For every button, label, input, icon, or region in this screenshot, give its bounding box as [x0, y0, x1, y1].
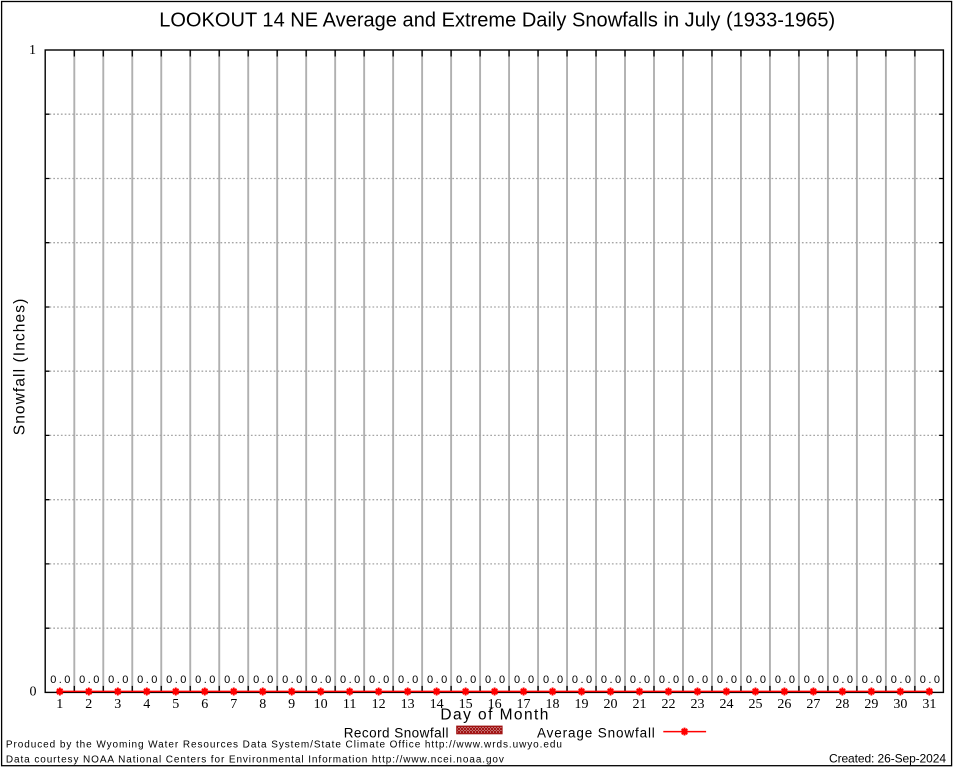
svg-text:8: 8: [259, 697, 266, 712]
svg-text:31: 31: [922, 697, 936, 712]
svg-text:0.0: 0.0: [79, 674, 99, 686]
svg-text:0.0: 0.0: [485, 674, 505, 686]
svg-text:0.0: 0.0: [659, 674, 679, 686]
svg-text:0: 0: [30, 684, 37, 699]
svg-text:0.0: 0.0: [630, 674, 650, 686]
svg-text:25: 25: [748, 697, 762, 712]
svg-text:Record Snowfall: Record Snowfall: [344, 725, 449, 740]
svg-text:0.0: 0.0: [688, 674, 708, 686]
svg-text:0.0: 0.0: [514, 674, 534, 686]
svg-text:3: 3: [114, 697, 121, 712]
svg-text:17: 17: [517, 697, 531, 712]
svg-text:Snowfall (Inches): Snowfall (Inches): [12, 299, 29, 436]
svg-text:0.0: 0.0: [862, 674, 882, 686]
svg-text:Created: 26-Sep-2024: Created: 26-Sep-2024: [829, 751, 946, 765]
svg-text:7: 7: [230, 697, 237, 712]
svg-text:10: 10: [314, 697, 328, 712]
svg-text:0.0: 0.0: [543, 674, 563, 686]
svg-text:0.0: 0.0: [253, 674, 273, 686]
svg-text:0.0: 0.0: [456, 674, 476, 686]
svg-text:0.0: 0.0: [746, 674, 766, 686]
svg-text:0.0: 0.0: [137, 674, 157, 686]
svg-text:30: 30: [893, 697, 907, 712]
svg-text:28: 28: [835, 697, 849, 712]
svg-text:0.0: 0.0: [50, 674, 70, 686]
svg-text:0.0: 0.0: [804, 674, 824, 686]
svg-text:29: 29: [864, 697, 878, 712]
svg-text:16: 16: [488, 697, 502, 712]
svg-text:0.0: 0.0: [920, 674, 940, 686]
svg-text:6: 6: [201, 697, 208, 712]
svg-text:14: 14: [430, 697, 444, 712]
svg-text:23: 23: [690, 697, 704, 712]
svg-text:0.0: 0.0: [108, 674, 128, 686]
svg-text:0.0: 0.0: [427, 674, 447, 686]
svg-text:15: 15: [459, 697, 473, 712]
svg-text:0.0: 0.0: [891, 674, 911, 686]
svg-text:0.0: 0.0: [833, 674, 853, 686]
svg-text:13: 13: [401, 697, 415, 712]
svg-text:0.0: 0.0: [775, 674, 795, 686]
svg-text:1: 1: [56, 697, 63, 712]
svg-text:18: 18: [546, 697, 560, 712]
svg-text:9: 9: [288, 697, 295, 712]
svg-text:Day of Month: Day of Month: [440, 707, 548, 724]
svg-text:Average Snowfall: Average Snowfall: [537, 725, 655, 740]
svg-text:Produced by the Wyoming Water: Produced by the Wyoming Water Resources …: [6, 740, 562, 751]
svg-text:4: 4: [143, 697, 150, 712]
svg-text:5: 5: [172, 697, 179, 712]
svg-text:0.0: 0.0: [224, 674, 244, 686]
svg-text:21: 21: [633, 697, 647, 712]
svg-text:11: 11: [343, 697, 356, 712]
svg-text:0.0: 0.0: [311, 674, 331, 686]
svg-text:0.0: 0.0: [717, 674, 737, 686]
svg-text:0.0: 0.0: [572, 674, 592, 686]
svg-text:24: 24: [719, 697, 733, 712]
svg-text:1: 1: [29, 43, 36, 58]
svg-text:19: 19: [575, 697, 589, 712]
svg-text:20: 20: [604, 697, 618, 712]
svg-text:0.0: 0.0: [195, 674, 215, 686]
svg-text:0.0: 0.0: [601, 674, 621, 686]
svg-text:27: 27: [806, 697, 820, 712]
svg-text:0.0: 0.0: [282, 674, 302, 686]
svg-text:0.0: 0.0: [166, 674, 186, 686]
svg-text:0.0: 0.0: [398, 674, 418, 686]
svg-text:26: 26: [777, 697, 791, 712]
svg-text:12: 12: [372, 697, 386, 712]
svg-text:2: 2: [85, 697, 92, 712]
svg-text:22: 22: [661, 697, 675, 712]
svg-text:Data courtesy NOAA National Ce: Data courtesy NOAA National Centers for …: [6, 755, 504, 766]
svg-text:0.0: 0.0: [369, 674, 389, 686]
svg-text:LOOKOUT 14 NE Average and Extr: LOOKOUT 14 NE Average and Extreme Daily …: [159, 10, 835, 32]
svg-text:0.0: 0.0: [340, 674, 360, 686]
